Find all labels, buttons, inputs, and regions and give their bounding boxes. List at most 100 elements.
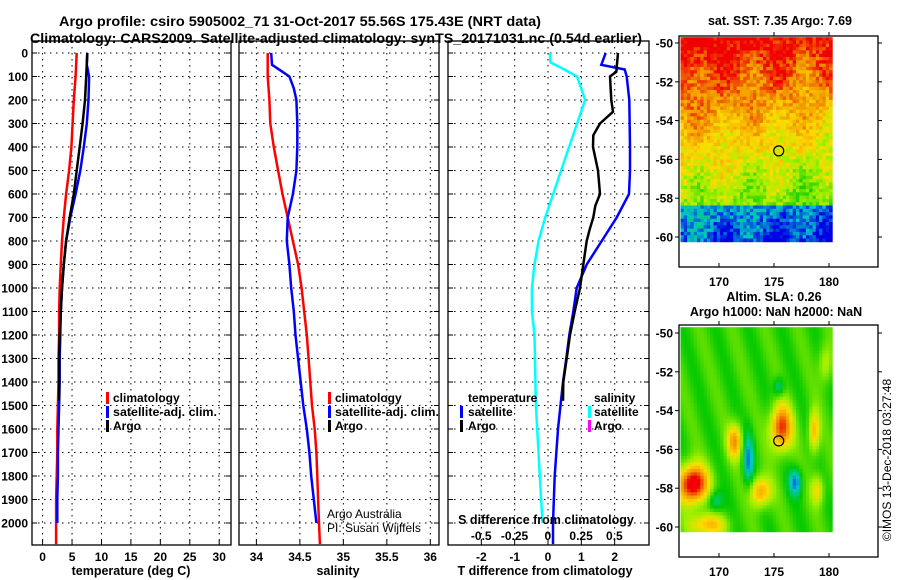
map-cell — [763, 413, 767, 417]
map-cell — [680, 393, 685, 397]
map-cell — [697, 192, 701, 196]
map-cell — [697, 175, 701, 180]
map-cell — [716, 90, 721, 94]
map-cell — [739, 208, 744, 213]
map-cell — [759, 396, 764, 401]
map-cell — [802, 50, 807, 55]
map-cell — [687, 40, 691, 45]
map-cell — [756, 502, 761, 506]
map-cell — [812, 179, 817, 183]
map-cell — [772, 66, 777, 71]
map-cell — [746, 492, 751, 496]
map-cell — [743, 508, 747, 513]
x-tick-label: 35.5 — [375, 550, 399, 564]
map-cell — [789, 189, 794, 193]
map-cell — [772, 455, 777, 460]
map-cell — [792, 76, 797, 81]
map-cell — [749, 436, 754, 440]
map-cell — [680, 86, 685, 91]
map-cell — [739, 413, 744, 417]
map-cell — [713, 376, 718, 381]
map-cell — [703, 139, 708, 144]
map-cell — [693, 109, 698, 114]
map-cell — [713, 472, 718, 477]
map-cell — [683, 235, 688, 239]
map-cell — [723, 393, 728, 397]
map-cell — [756, 330, 761, 335]
map-cell — [753, 429, 757, 434]
map-cell — [720, 152, 724, 157]
map-cell — [822, 93, 827, 97]
map-cell — [749, 459, 754, 463]
map-cell — [763, 353, 767, 358]
map-cell — [730, 475, 734, 480]
map-cell — [782, 109, 787, 114]
map-cell — [700, 370, 704, 374]
depth-tick-label: 1200 — [1, 329, 28, 343]
map-cell — [786, 83, 790, 88]
map-cell — [703, 419, 708, 424]
map-cell — [812, 208, 817, 213]
map-cell — [792, 57, 797, 61]
map-cell — [743, 363, 747, 368]
map-cell — [713, 521, 718, 526]
map-cell — [769, 60, 774, 64]
map-cell — [812, 142, 817, 147]
map-cell — [763, 502, 767, 506]
map-cell — [700, 222, 704, 226]
map-cell — [730, 366, 734, 371]
map-cell — [736, 525, 741, 529]
map-cell — [726, 198, 731, 203]
map-cell — [786, 165, 790, 170]
map-cell — [703, 119, 708, 124]
map-cell — [700, 508, 704, 513]
map-cell — [779, 119, 784, 124]
map-cell — [697, 218, 701, 223]
map-cell — [753, 356, 757, 361]
map-cell — [720, 205, 724, 210]
map-cell — [772, 393, 777, 397]
map-cell — [772, 225, 777, 229]
map-cell — [723, 446, 728, 450]
map-cell — [759, 383, 764, 387]
map-cell — [756, 129, 761, 134]
lon-tick-label: 180 — [819, 275, 839, 289]
map-cell — [756, 479, 761, 483]
map-cell — [680, 212, 685, 216]
map-cell — [726, 60, 731, 64]
map-cell — [736, 505, 741, 510]
map-cell — [805, 182, 810, 187]
map-cell — [726, 40, 731, 45]
map-cell — [753, 482, 757, 486]
map-cell — [697, 126, 701, 130]
map-cell — [687, 343, 691, 348]
map-cell — [822, 80, 827, 84]
map-cell — [733, 353, 737, 358]
map-cell — [730, 383, 734, 387]
map-cell — [700, 462, 704, 467]
map-cell — [713, 459, 718, 463]
map-cell — [779, 83, 784, 88]
map-cell — [706, 366, 711, 371]
map-cell — [763, 238, 767, 243]
map-cell — [723, 330, 728, 335]
map-cell — [713, 333, 718, 338]
map-cell — [690, 482, 695, 486]
map-cell — [779, 202, 784, 206]
map-cell — [789, 228, 794, 233]
map-cell — [739, 416, 744, 420]
map-cell — [690, 389, 695, 394]
map-cell — [743, 235, 747, 239]
map-cell — [720, 426, 724, 430]
map-cell — [683, 518, 688, 523]
map-cell — [690, 142, 695, 147]
map-cell — [716, 80, 721, 84]
map-cell — [736, 518, 741, 523]
map-cell — [736, 360, 741, 364]
map-cell — [746, 231, 751, 236]
map-cell — [680, 469, 685, 473]
map-cell — [706, 465, 711, 470]
map-cell — [753, 231, 757, 236]
map-cell — [825, 106, 830, 111]
map-cell — [743, 123, 747, 127]
